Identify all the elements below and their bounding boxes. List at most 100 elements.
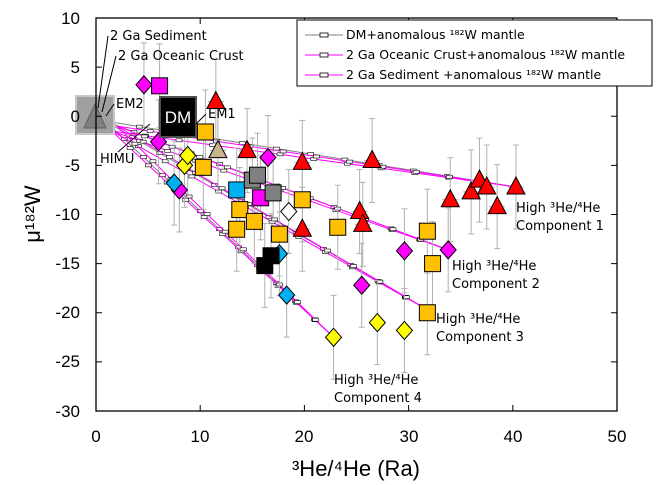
component-4-line1: High ³He/⁴He bbox=[334, 373, 418, 388]
diamond-marker bbox=[280, 201, 298, 222]
oceanic-crust-leader bbox=[101, 55, 117, 113]
mixing-increment bbox=[220, 168, 228, 173]
legend-label-sediment: 2 Ga Sediment +anomalous ¹⁸²W mantle bbox=[346, 67, 602, 82]
component-1-line1: High ³He/⁴He bbox=[516, 201, 600, 216]
legend-label-dm: DM+anomalous ¹⁸²W mantle bbox=[346, 27, 525, 42]
y-axis-title: μ¹⁸²W bbox=[20, 185, 45, 243]
dm-label: DM bbox=[165, 108, 191, 127]
diamond-marker bbox=[368, 312, 387, 333]
square-marker bbox=[418, 222, 436, 240]
x-axis-title: ³He/⁴He (Ra) bbox=[292, 456, 420, 481]
square-marker bbox=[228, 181, 246, 199]
y-tick-neg15: -15 bbox=[55, 254, 80, 273]
mixing-increment bbox=[168, 144, 176, 149]
component-1-line2: Component 1 bbox=[516, 219, 604, 234]
legend-label-oceanic: 2 Ga Oceanic Crust+anomalous ¹⁸²W mantle bbox=[346, 47, 625, 62]
diamond-marker bbox=[324, 327, 343, 348]
square-marker bbox=[329, 218, 347, 236]
triangle-marker bbox=[487, 195, 508, 215]
mixing-increment bbox=[313, 154, 320, 159]
mixing-increment bbox=[324, 248, 331, 253]
y-tick-neg30: -30 bbox=[55, 402, 80, 421]
mixing-increment bbox=[126, 146, 134, 150]
square-marker bbox=[264, 184, 282, 202]
em1-leader bbox=[195, 113, 207, 125]
triangle-marker bbox=[362, 149, 382, 168]
diamond-marker bbox=[165, 173, 183, 193]
oceanic-crust-label: 2 Ga Oceanic Crust bbox=[118, 49, 244, 64]
legend-tick-sediment bbox=[319, 72, 329, 78]
triangle-marker bbox=[208, 139, 228, 159]
square-marker bbox=[228, 220, 246, 238]
mixing-increment bbox=[221, 229, 229, 234]
mixing-increment bbox=[402, 295, 410, 299]
mixing-increment bbox=[188, 174, 196, 179]
square-marker bbox=[194, 158, 212, 176]
mixing-increment bbox=[166, 155, 173, 159]
x-tick-10: 10 bbox=[191, 427, 210, 446]
y-tick-neg5: -5 bbox=[65, 156, 80, 175]
mixing-increment bbox=[346, 159, 353, 164]
mixing-increment bbox=[239, 247, 247, 252]
mixing-increment bbox=[146, 129, 154, 133]
diamond-marker bbox=[439, 240, 457, 260]
y-tick-neg25: -25 bbox=[55, 352, 80, 371]
triangle-marker bbox=[205, 90, 226, 110]
triangle-marker bbox=[292, 151, 313, 170]
mixing-increment bbox=[238, 141, 246, 145]
triangle-marker bbox=[506, 175, 526, 195]
diamond-marker bbox=[259, 147, 277, 168]
mixing-increment bbox=[203, 212, 211, 216]
himu-leader bbox=[117, 123, 151, 153]
square-marker bbox=[151, 77, 169, 95]
square-marker bbox=[231, 201, 249, 219]
x-tick-0: 0 bbox=[91, 427, 100, 446]
x-tick-20: 20 bbox=[295, 427, 314, 446]
em1-label: EM1 bbox=[208, 107, 236, 122]
mixing-increment bbox=[164, 149, 172, 153]
triangle-marker bbox=[440, 188, 461, 208]
mixing-increment bbox=[149, 159, 157, 164]
triangle-marker bbox=[352, 213, 373, 232]
component-3-line2: Component 3 bbox=[436, 330, 524, 345]
dm-marker bbox=[159, 96, 197, 138]
mixing-increment bbox=[276, 152, 284, 157]
triangle-marker bbox=[292, 218, 313, 237]
y-tick-5: 5 bbox=[71, 58, 80, 77]
end-members: DM EM1 EM2 HIMU 2 Ga Sediment 2 Ga Ocean… bbox=[75, 29, 244, 167]
square-marker bbox=[262, 247, 280, 265]
component-3-line1: High ³He/⁴He bbox=[436, 312, 520, 327]
diamond-marker bbox=[135, 75, 153, 95]
mixing-increment bbox=[223, 165, 231, 170]
legend-tick-dm bbox=[319, 32, 329, 38]
mixing-increment bbox=[182, 197, 189, 202]
triangle-marker bbox=[476, 175, 497, 195]
x-tick-40: 40 bbox=[504, 427, 523, 446]
square-marker bbox=[245, 212, 263, 230]
component-4-line2: Component 4 bbox=[334, 391, 422, 406]
mixing-increment bbox=[218, 186, 226, 191]
mixing-increment bbox=[389, 227, 397, 232]
mixing-increment bbox=[312, 317, 319, 322]
triangle-marker bbox=[349, 200, 370, 220]
legend-tick-oceanic bbox=[319, 52, 329, 58]
mixing-increment bbox=[412, 169, 420, 174]
x-tick-labels: 0 10 20 30 40 50 bbox=[91, 427, 626, 446]
mixing-increment bbox=[271, 217, 279, 222]
mixing-increment bbox=[141, 134, 148, 139]
square-marker bbox=[418, 304, 436, 322]
square-marker bbox=[196, 123, 214, 141]
mixing-increment bbox=[131, 141, 139, 146]
diamond-marker bbox=[278, 285, 296, 305]
square-marker bbox=[249, 166, 267, 184]
diamond-marker bbox=[395, 320, 414, 341]
data-points bbox=[135, 75, 526, 348]
mixing-increment bbox=[279, 149, 287, 154]
component-annotations: High ³He/⁴He Component 1 High ³He/⁴He Co… bbox=[334, 201, 604, 406]
x-tick-50: 50 bbox=[608, 427, 627, 446]
y-tick-neg10: -10 bbox=[55, 205, 80, 224]
mixing-increment bbox=[200, 215, 208, 219]
y-tick-neg20: -20 bbox=[55, 303, 80, 322]
himu-label: HIMU bbox=[100, 152, 134, 167]
